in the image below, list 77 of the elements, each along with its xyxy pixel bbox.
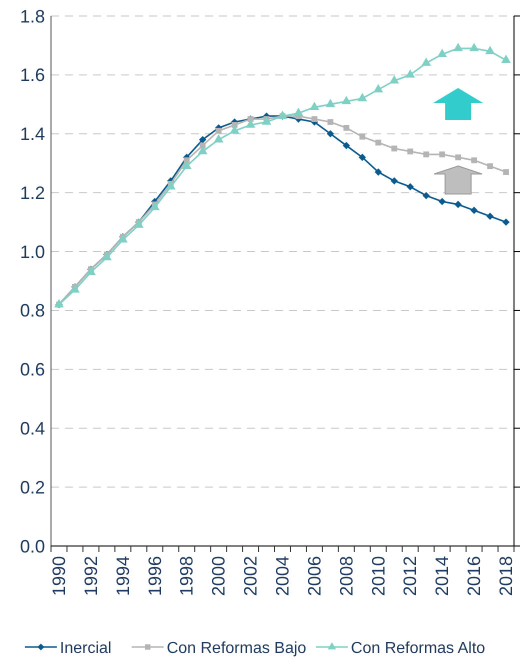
- point: [390, 177, 398, 185]
- point: [501, 54, 511, 63]
- x-tick-label: 2010: [368, 556, 388, 596]
- point: [198, 146, 208, 154]
- y-tick-label: 1.8: [20, 6, 45, 26]
- point: [422, 192, 430, 200]
- point: [375, 140, 382, 146]
- point: [502, 218, 510, 226]
- point: [503, 169, 509, 175]
- point: [150, 202, 160, 210]
- y-tick-label: 0.0: [20, 536, 45, 556]
- x-tick-label: 1996: [144, 556, 165, 596]
- point: [486, 212, 494, 220]
- point: [326, 130, 334, 138]
- point: [389, 75, 400, 84]
- point: [230, 125, 240, 134]
- point: [374, 168, 382, 176]
- x-tick-label: 1990: [48, 556, 69, 596]
- y-tick-label: 1.6: [20, 65, 45, 86]
- x-tick-label: 2004: [272, 556, 292, 596]
- point: [358, 92, 368, 102]
- point: [342, 142, 350, 150]
- x-tick-label: 2014: [432, 556, 452, 596]
- point: [262, 116, 272, 125]
- point: [166, 181, 176, 190]
- point: [471, 157, 477, 164]
- y-tick-label: 1.4: [20, 124, 45, 144]
- point: [343, 124, 350, 131]
- x-tick-label: 2000: [208, 556, 229, 596]
- point: [310, 102, 320, 110]
- point: [437, 48, 447, 58]
- x-tick-label: 2018: [496, 556, 516, 596]
- point: [455, 154, 462, 160]
- point: [469, 42, 479, 52]
- y-tick-label: 0.4: [20, 418, 45, 439]
- point: [423, 151, 430, 158]
- point: [406, 183, 414, 190]
- point: [326, 98, 336, 108]
- point: [454, 200, 462, 208]
- point: [214, 134, 224, 142]
- point: [438, 198, 446, 206]
- point: [312, 116, 318, 122]
- x-tick-label: 1994: [112, 556, 133, 596]
- x-tick-label: 2006: [304, 556, 324, 596]
- point: [342, 96, 352, 104]
- x-tick-label: 2008: [336, 556, 356, 596]
- point: [373, 84, 384, 92]
- point: [407, 148, 414, 154]
- point: [182, 160, 192, 169]
- point: [199, 136, 206, 144]
- x-tick-label: 2016: [464, 556, 484, 596]
- point: [405, 69, 416, 78]
- y-tick-label: 0.6: [20, 360, 45, 380]
- point: [439, 151, 446, 158]
- point: [421, 58, 431, 66]
- point: [391, 146, 398, 152]
- point: [453, 42, 463, 52]
- legend-label: Con Reformas Bajo: [166, 640, 306, 657]
- legend-label: Con Reformas Alto: [350, 640, 486, 657]
- x-tick-label: 2012: [400, 556, 420, 596]
- x-tick-label: 1992: [80, 556, 101, 596]
- x-tick-label: 1998: [176, 556, 197, 596]
- legend-label: Inercial: [60, 640, 112, 657]
- point: [118, 234, 128, 243]
- point: [487, 163, 493, 170]
- point: [216, 128, 222, 134]
- point: [246, 119, 256, 128]
- y-tick-label: 1.2: [20, 182, 45, 203]
- x-tick-label: 2002: [240, 556, 261, 596]
- y-tick-label: 0.8: [20, 300, 45, 321]
- point: [294, 108, 304, 116]
- y-tick-label: 1.0: [20, 242, 45, 262]
- point: [470, 206, 478, 214]
- point: [327, 119, 334, 125]
- point: [358, 154, 366, 161]
- point: [485, 46, 495, 54]
- y-tick-label: 0.2: [20, 477, 45, 498]
